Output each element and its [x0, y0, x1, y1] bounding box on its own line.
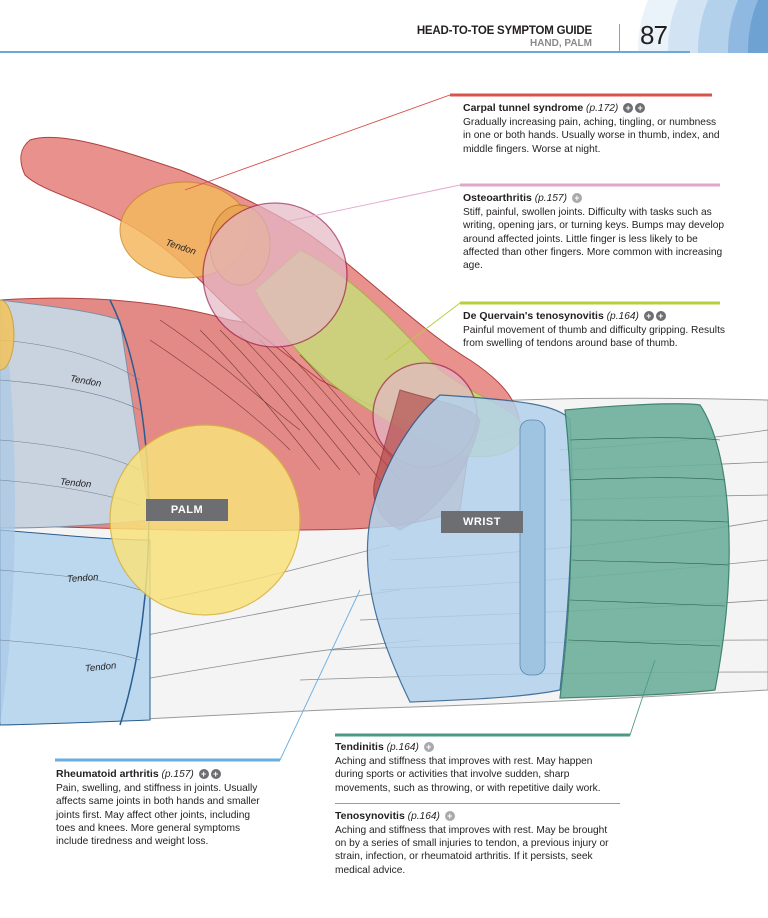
osteo-page-ref: (p.157) — [534, 193, 567, 204]
callout-rheumatoid: Rheumatoid arthritis (p.157) + + Pain, sw… — [56, 768, 271, 848]
tendinitis-lines — [567, 437, 729, 647]
plus-icon: + — [444, 810, 455, 821]
callout-osteoarthritis: Osteoarthritis (p.157) + Stiff, painful,… — [463, 192, 725, 272]
plus-icon: + — [198, 769, 209, 779]
plus-icon: + — [423, 742, 434, 752]
carpal-page-ref: (p.172) — [586, 103, 619, 114]
tendon-label-finger-3: Tendon — [66, 571, 99, 586]
header-decoration — [638, 0, 768, 53]
wrist-label: WRIST — [441, 511, 523, 533]
header-divider — [619, 24, 620, 52]
dequervain-page-ref: (p.164) — [606, 311, 639, 322]
header-rule — [0, 51, 690, 53]
osteo-description: Stiff, painful, swollen joints. Difficul… — [463, 207, 725, 272]
osteo-title: Osteoarthritis — [463, 192, 532, 204]
plus-icon: + — [571, 193, 582, 203]
carpal-description: Gradually increasing pain, aching, tingl… — [463, 117, 720, 155]
finger-lower — [0, 529, 151, 726]
guide-title: HEAD-TO-TOE SYMPTOM GUIDE — [416, 25, 592, 37]
callout-dequervain: De Quervain's tenosynovitis (p.164) + + P… — [463, 310, 731, 351]
tendinitis-description: Aching and stiffness that improves with … — [335, 756, 601, 794]
plus-icon: + — [635, 103, 646, 113]
tendinitis-page-ref: (p.164) — [386, 742, 419, 753]
callout-carpal-tunnel: Carpal tunnel syndrome (p.172) + + Gradua… — [463, 102, 725, 156]
dequervain-description: Painful movement of thumb and difficulty… — [463, 325, 725, 350]
palm-label: PALM — [146, 499, 228, 521]
callout-divider — [335, 802, 620, 804]
plus-icon: + — [623, 103, 634, 113]
wrist-sheath — [519, 419, 546, 676]
osteo-zone-thumb — [202, 202, 348, 348]
rheumatoid-description: Pain, swelling, and stiffness in joints.… — [56, 783, 260, 848]
callout-tendinitis: Tendinitis (p.164) + Aching and stiffnes… — [335, 741, 620, 877]
dequervain-title: De Quervain's tenosynovitis — [463, 310, 604, 322]
tendinitis-zone — [559, 403, 730, 699]
section-name: HAND, PALM — [529, 38, 592, 49]
page-number: 87 — [640, 20, 668, 50]
tenosynovitis-title: Tenosynovitis — [335, 809, 405, 822]
rheumatoid-band-left — [0, 300, 15, 725]
rheumatoid-zone-finger — [0, 299, 15, 371]
carpal-title: Carpal tunnel syndrome — [463, 102, 584, 114]
plus-icon: + — [210, 769, 221, 779]
tendinitis-title: Tendinitis — [335, 741, 384, 753]
plus-icon: + — [655, 311, 666, 321]
palm-lines — [149, 319, 421, 486]
rheumatoid-page-ref: (p.157) — [161, 769, 194, 780]
rheumatoid-title: Rheumatoid arthritis — [56, 768, 159, 780]
tenosynovitis-page-ref: (p.164) — [407, 810, 440, 822]
tenosynovitis-description: Aching and stiffness that improves with … — [335, 825, 609, 876]
plus-icon: + — [643, 311, 654, 321]
